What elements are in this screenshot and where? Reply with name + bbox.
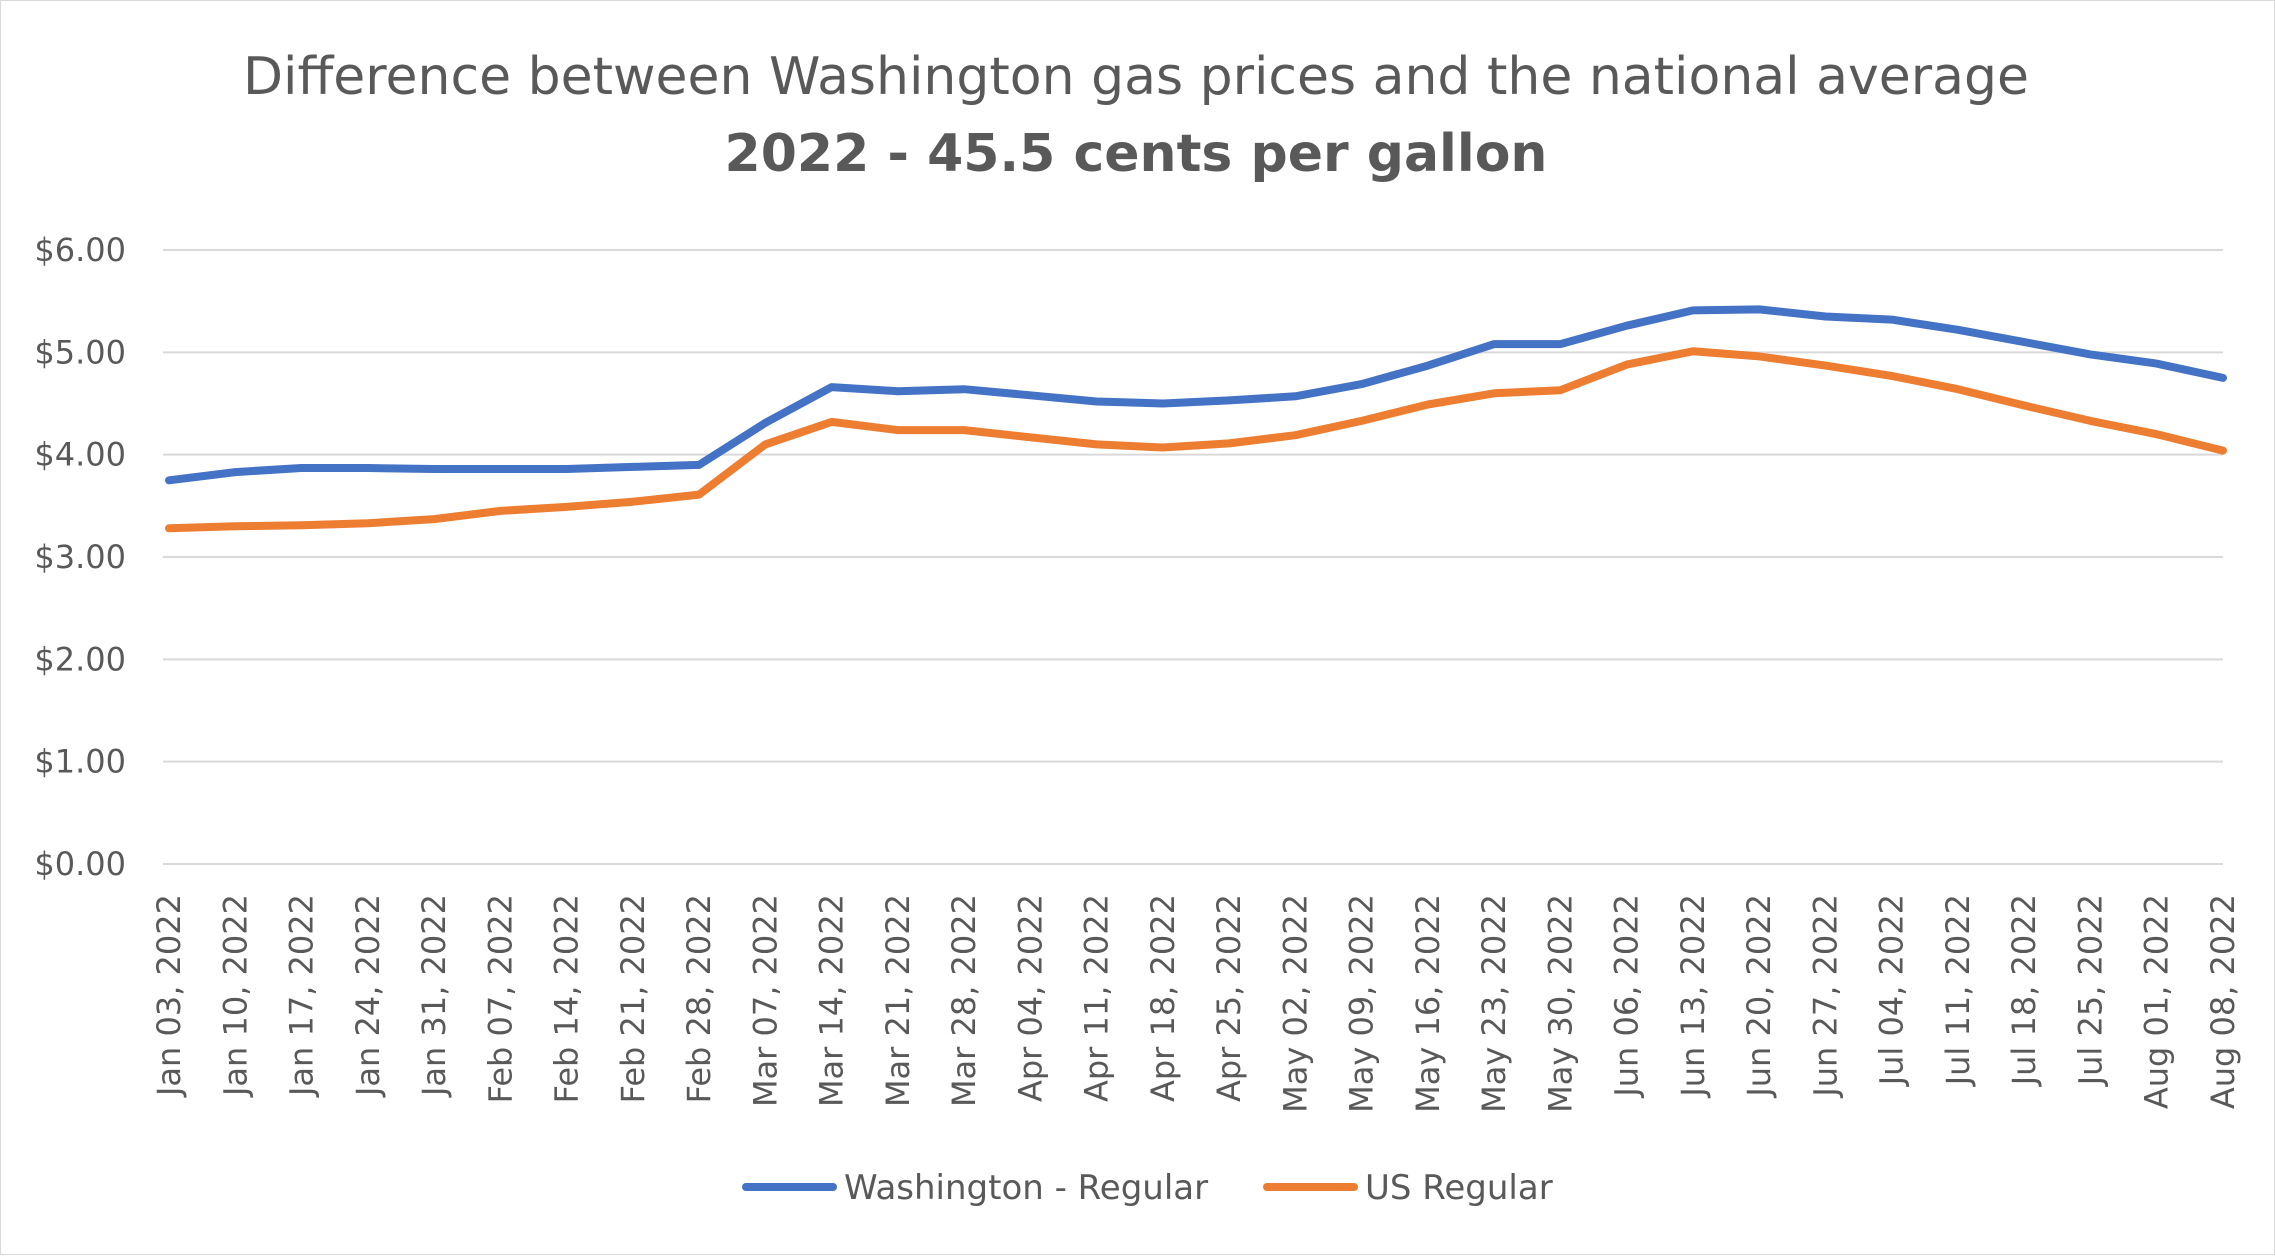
x-tick-label: Jan 24, 2022 [349, 894, 387, 1098]
y-tick-label: $3.00 [34, 538, 126, 576]
y-tick-label: $1.00 [34, 743, 126, 781]
x-tick-label: Aug 08, 2022 [2204, 894, 2242, 1109]
legend-label-us: US Regular [1365, 1168, 1553, 1208]
x-tick-label: Mar 14, 2022 [813, 894, 851, 1107]
x-tick-label: May 09, 2022 [1343, 894, 1381, 1113]
x-tick-label: Jul 25, 2022 [2071, 894, 2109, 1087]
chart-title: Difference between Washington gas prices… [243, 47, 2029, 107]
x-tick-label: Jan 10, 2022 [216, 894, 254, 1098]
series-line-us [165, 347, 2227, 533]
y-axis-ticks: $0.00 $1.00 $2.00 $3.00 $4.00 $5.00 $6.00 [34, 231, 126, 883]
x-tick-label: May 16, 2022 [1409, 894, 1447, 1113]
chart-subtitle: 2022 - 45.5 cents per gallon [725, 124, 1548, 184]
x-tick-label: Feb 28, 2022 [680, 894, 718, 1103]
series-lines [165, 305, 2227, 533]
x-tick-label: Feb 21, 2022 [614, 894, 652, 1103]
x-tick-label: Jul 18, 2022 [2005, 894, 2043, 1087]
x-tick-label: Jul 04, 2022 [1873, 894, 1911, 1087]
x-tick-label: Apr 11, 2022 [1078, 894, 1116, 1102]
series-line-washington [165, 305, 2227, 485]
x-tick-label: Jan 03, 2022 [150, 894, 188, 1098]
x-tick-label: Jun 13, 2022 [1674, 894, 1712, 1099]
gridlines [163, 249, 2223, 865]
x-tick-label: Apr 04, 2022 [1011, 894, 1049, 1102]
x-tick-label: May 23, 2022 [1475, 894, 1513, 1113]
x-tick-label: Jan 17, 2022 [283, 894, 321, 1098]
y-tick-label: $0.00 [34, 845, 126, 883]
legend: Washington - Regular US Regular [742, 1168, 1553, 1208]
x-tick-label: Mar 07, 2022 [746, 894, 784, 1107]
x-tick-label: Jun 27, 2022 [1806, 894, 1844, 1099]
y-tick-label: $4.00 [34, 436, 126, 474]
x-tick-label: Jul 11, 2022 [1939, 894, 1977, 1087]
y-tick-label: $2.00 [34, 640, 126, 678]
x-tick-label: Aug 01, 2022 [2138, 894, 2176, 1109]
legend-label-washington: Washington - Regular [844, 1168, 1208, 1208]
x-tick-label: Feb 07, 2022 [481, 894, 519, 1103]
x-tick-label: Apr 18, 2022 [1144, 894, 1182, 1102]
x-tick-label: Jun 20, 2022 [1740, 894, 1778, 1099]
x-tick-label: Jun 06, 2022 [1608, 894, 1646, 1099]
x-tick-label: May 30, 2022 [1541, 894, 1579, 1113]
x-tick-label: Jan 31, 2022 [415, 894, 453, 1098]
x-tick-label: Apr 25, 2022 [1210, 894, 1248, 1102]
x-tick-label: Feb 14, 2022 [548, 894, 586, 1103]
x-tick-label: May 02, 2022 [1276, 894, 1314, 1113]
x-tick-label: Mar 21, 2022 [879, 894, 917, 1107]
y-tick-label: $6.00 [34, 231, 126, 269]
x-tick-label: Mar 28, 2022 [945, 894, 983, 1107]
x-axis-ticks: Jan 03, 2022 Jan 10, 2022 Jan 17, 2022 Jan … [150, 894, 2242, 1113]
y-tick-label: $5.00 [34, 333, 126, 371]
